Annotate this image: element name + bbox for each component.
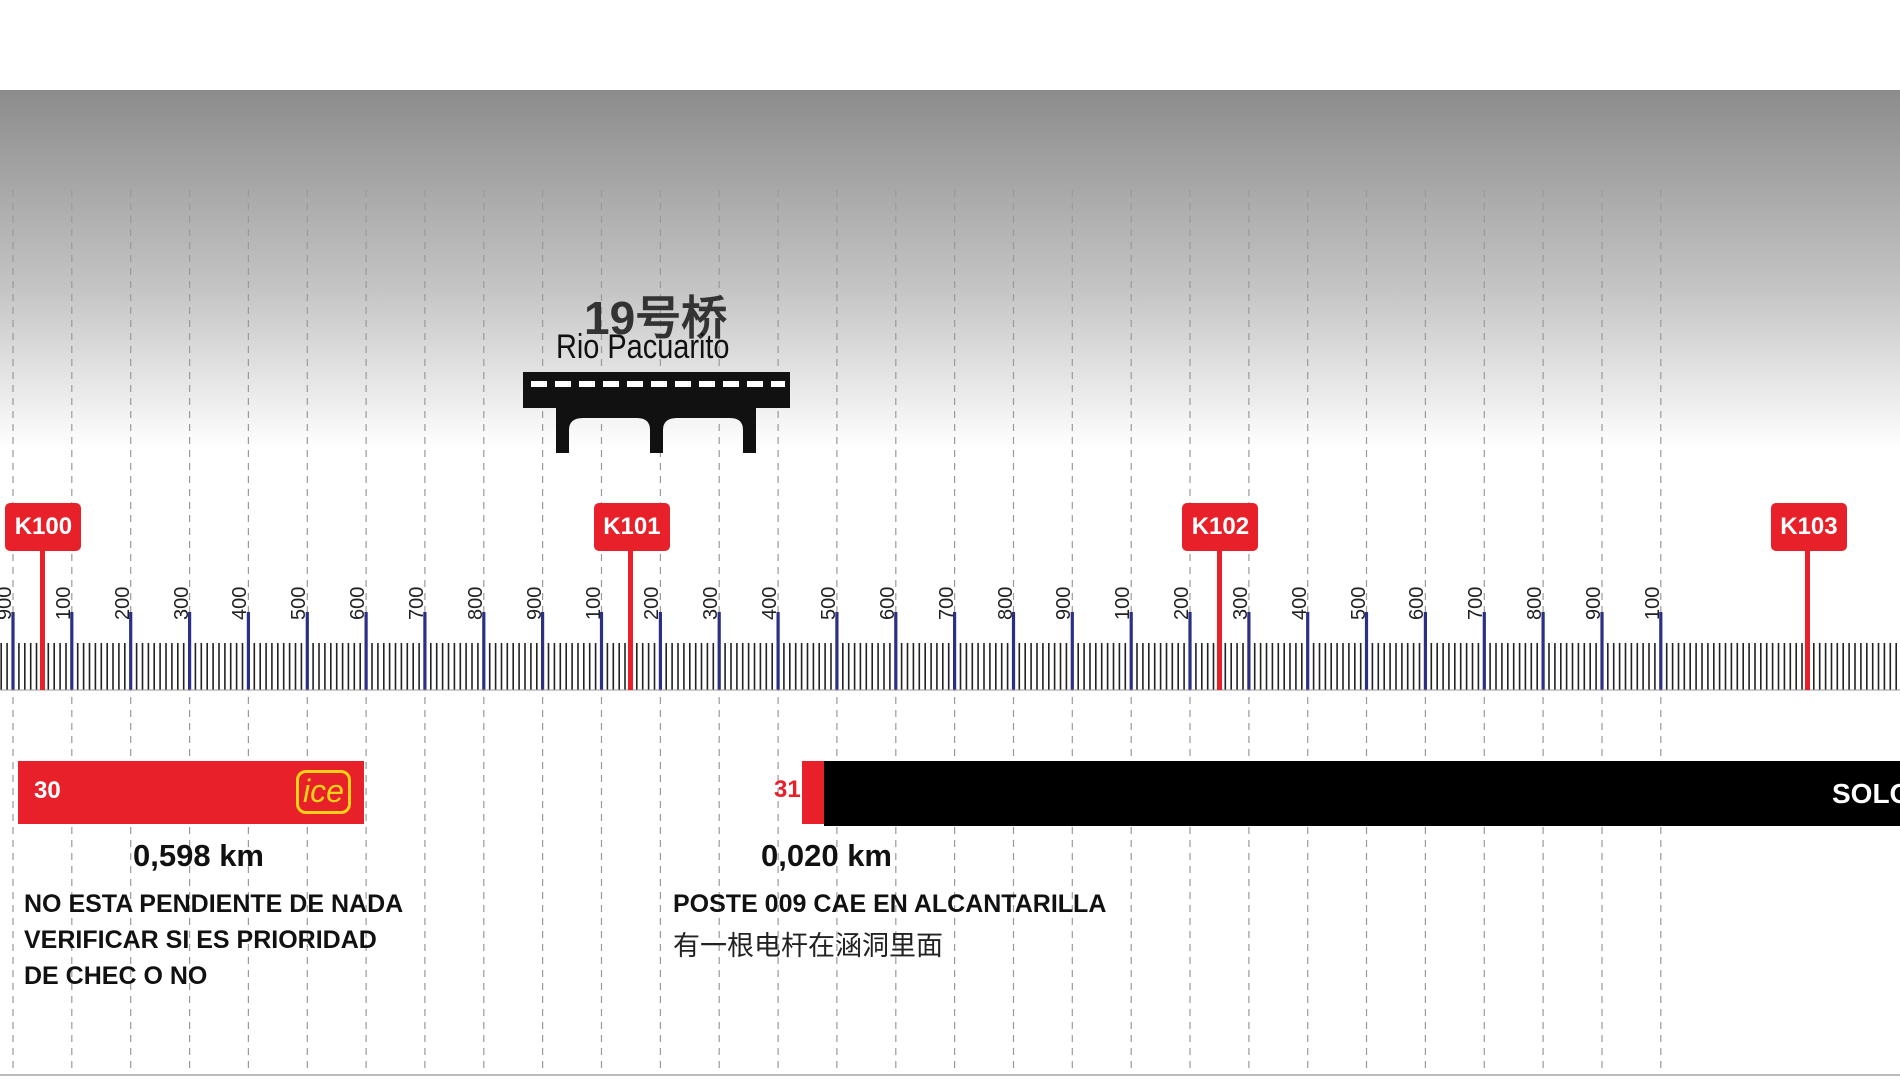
tick-label: 800: [1524, 586, 1547, 620]
segment-31-bar-text: SOLO CA: [1832, 778, 1900, 809]
segment-30-note-3: DE CHEC O NO: [24, 962, 208, 990]
ice-logo-text: ice: [303, 773, 344, 809]
tick-label: 900: [0, 586, 16, 620]
gray-gradient-band: [0, 90, 1900, 450]
major-ticks: [11, 612, 1663, 690]
tick-label: 400: [229, 586, 252, 620]
tick-label: 400: [759, 586, 782, 620]
tick-label: 700: [935, 586, 958, 620]
segment-30-note-1: NO ESTA PENDIENTE DE NADA: [24, 890, 404, 918]
tick-label: 600: [876, 586, 899, 620]
km-marker-stem: [1216, 551, 1222, 690]
tick-label: 900: [1053, 586, 1076, 620]
km-marker-k103: K103: [1770, 503, 1847, 551]
tick-label: 200: [111, 586, 134, 620]
tick-label: 100: [1641, 586, 1664, 620]
tick-label: 300: [700, 586, 723, 620]
segment-31-bar: SOLO CA: [824, 761, 1900, 826]
tick-label: 800: [994, 586, 1017, 620]
tick-label: 100: [52, 586, 75, 620]
tick-label: 700: [1465, 586, 1488, 620]
tick-label: 800: [464, 586, 487, 620]
segment-30-length: 0,598 km: [133, 838, 264, 873]
tick-label: 500: [817, 586, 840, 620]
segment-31-note-2: 有一根电杆在涵洞里面: [673, 931, 943, 962]
tick-label: 900: [1583, 586, 1605, 620]
tick-label: 500: [1347, 586, 1370, 620]
km-marker-stem: [39, 551, 45, 690]
segment-31-note-1: POSTE 009 CAE EN ALCANTARILLA: [673, 890, 1107, 918]
segment-number: 30: [34, 777, 61, 804]
tick-label: 500: [288, 586, 311, 620]
segment-31-length: 0,020 km: [761, 838, 892, 873]
tick-label: 100: [582, 586, 605, 620]
tick-label: 200: [1171, 586, 1193, 620]
tick-label: 900: [523, 586, 546, 620]
minor-ticks: [0, 643, 1897, 690]
km-marker-stem: [628, 551, 634, 690]
bridge-title: 19号桥: [584, 292, 728, 344]
tick-label: 300: [170, 586, 193, 620]
km-marker-k100: K100: [5, 503, 82, 551]
segment-30-bar: 30 ice: [18, 761, 364, 824]
tick-label: 600: [347, 586, 370, 620]
km-marker-k101: K101: [593, 503, 670, 551]
tick-label: 400: [1288, 586, 1311, 620]
tick-label: 600: [1406, 586, 1429, 620]
km-marker-stem: [1805, 551, 1811, 690]
segment-31-red-cap: [802, 761, 826, 824]
ice-logo: ice: [296, 770, 351, 814]
bridge-icon: [523, 372, 790, 453]
segment-30-note-2: VERIFICAR SI ES PRIORIDAD: [24, 926, 377, 954]
tick-label: 700: [405, 586, 428, 620]
tick-label: 100: [1112, 586, 1135, 620]
segment-31-number: 31: [774, 776, 801, 803]
km-marker-k102: K102: [1182, 503, 1259, 551]
tick-label: 200: [641, 586, 664, 620]
bridge-name: Rio Pacuarito: [556, 328, 730, 366]
tick-label: 300: [1229, 586, 1252, 620]
